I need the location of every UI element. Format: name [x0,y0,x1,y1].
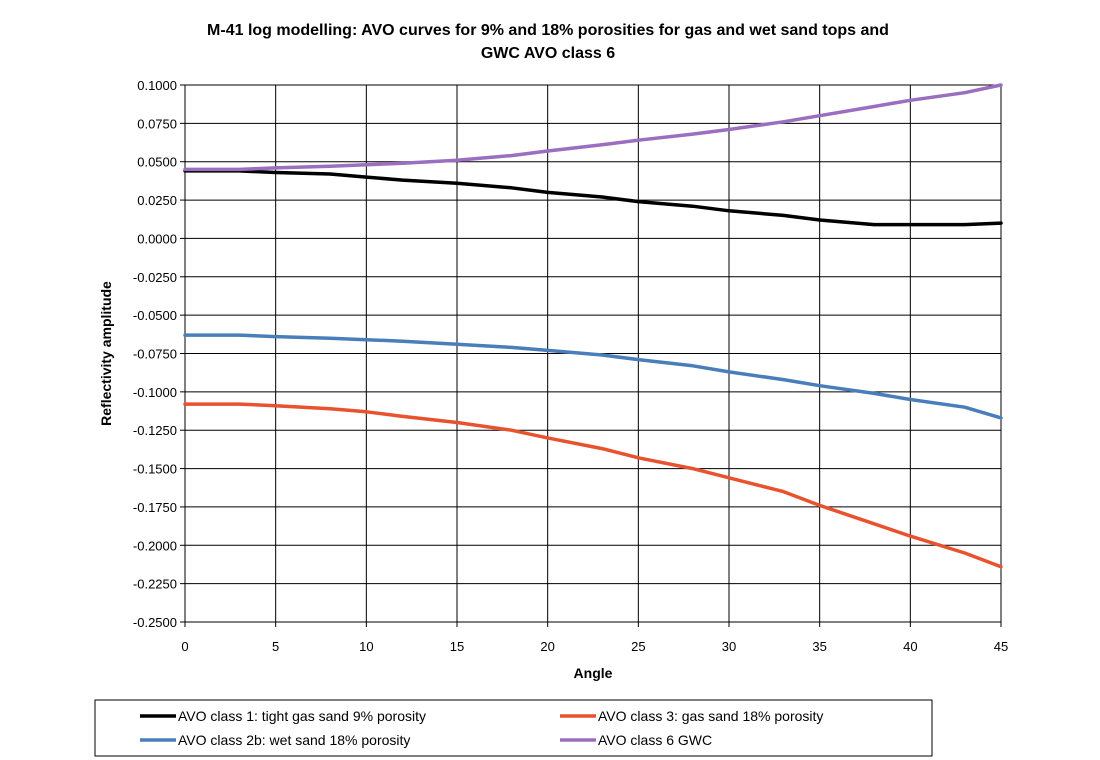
x-tick-label: 20 [540,639,554,654]
y-tick-label: -0.2500 [133,615,177,630]
y-tick-label: 0.0250 [137,193,177,208]
x-tick-label: 30 [722,639,736,654]
y-tick-label: -0.2000 [133,538,177,553]
y-tick-label: 0.0750 [137,116,177,131]
y-tick-label: -0.0250 [133,270,177,285]
chart-title-line-1: M-41 log modelling: AVO curves for 9% an… [207,22,889,39]
series-line-2 [183,333,1003,420]
x-tick-label: 10 [359,639,373,654]
legend-label-1: AVO class 1: tight gas sand 9% porosity [178,708,426,724]
y-tick-label: -0.2250 [133,577,177,592]
x-tick-label: 40 [903,639,917,654]
y-tick-label: -0.0500 [133,308,177,323]
legend-label-4: AVO class 6 GWC [598,732,712,748]
y-tick-label: -0.1750 [133,500,177,515]
y-axis-label: Reflectivity amplitude [98,281,114,426]
y-tick-label: 0.1000 [137,78,177,93]
legend-box [94,699,933,757]
x-axis-label: Angle [574,665,613,681]
series-line-1 [183,169,1003,227]
y-tick-label: -0.1500 [133,462,177,477]
y-tick-label: -0.1250 [133,423,177,438]
series-line-3 [183,402,1003,569]
x-tick-label: 25 [631,639,645,654]
y-tick-label: -0.1000 [133,385,177,400]
x-tick-label: 0 [181,639,188,654]
y-tick-label: 0.0000 [137,231,177,246]
chart-title-line-2: GWC AVO class 6 [481,45,615,62]
x-tick-label: 45 [994,639,1008,654]
x-tick-label: 35 [812,639,826,654]
x-tick-label: 5 [272,639,279,654]
y-tick-label: 0.0500 [137,155,177,170]
y-tick-label: -0.0750 [133,347,177,362]
series-line-4 [183,83,1003,172]
legend-label-3: AVO class 3: gas sand 18% porosity [598,708,823,724]
legend-label-2: AVO class 2b: wet sand 18% porosity [178,732,410,748]
x-tick-label: 15 [450,639,464,654]
